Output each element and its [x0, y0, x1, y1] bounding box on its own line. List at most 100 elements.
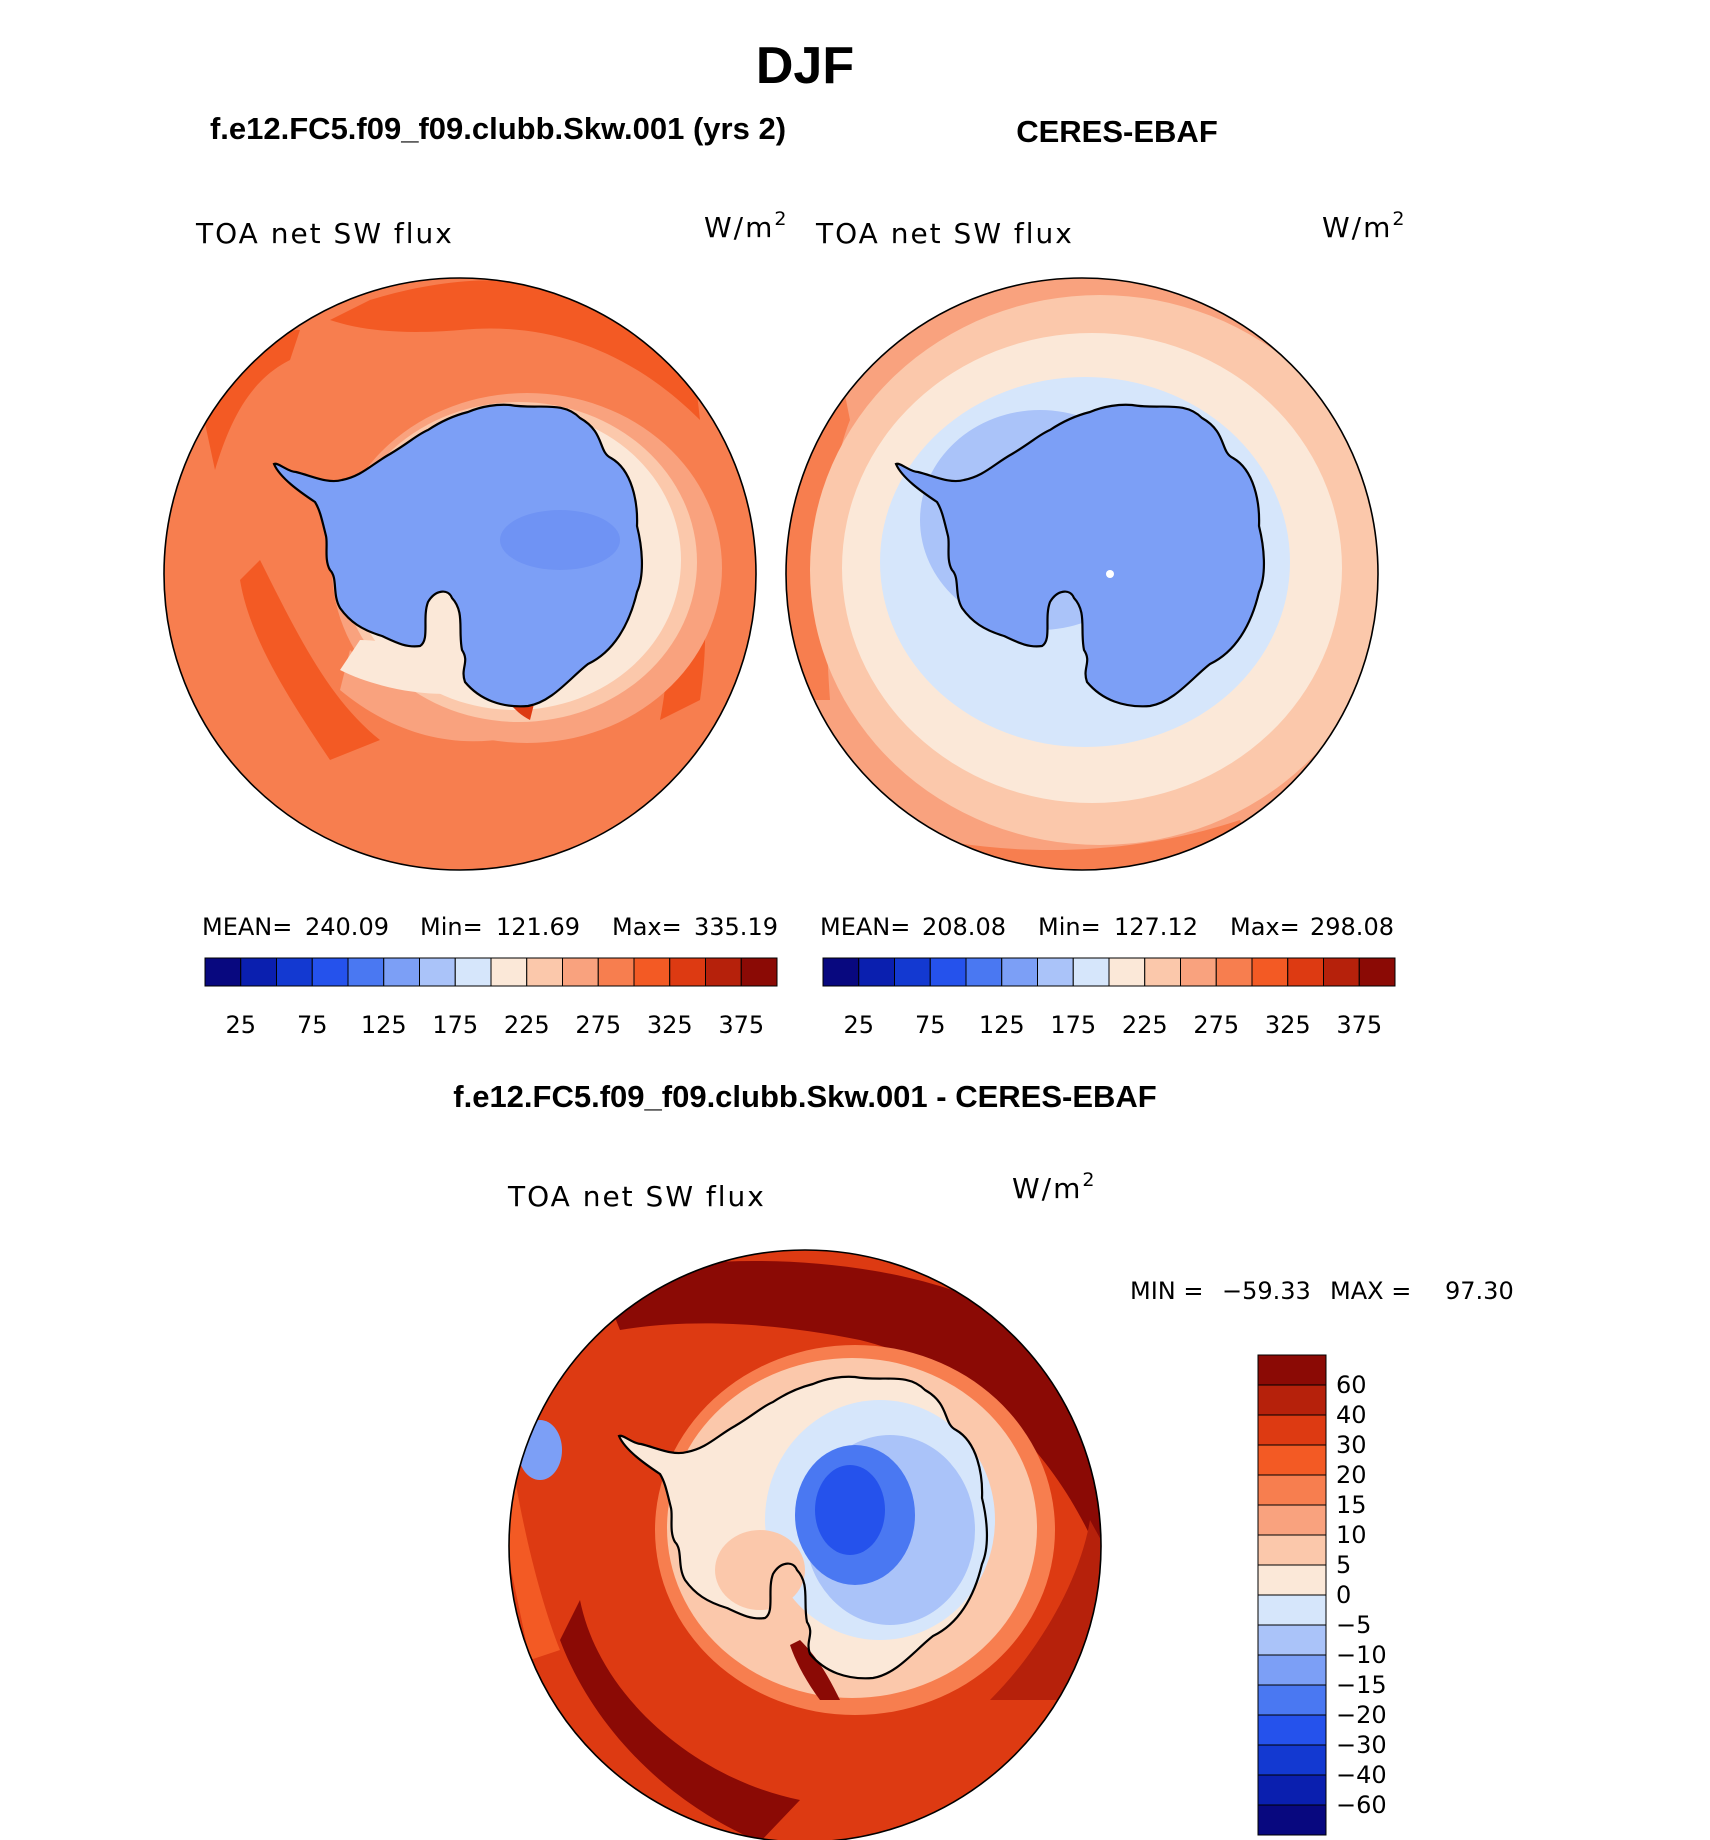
map-model: [164, 278, 756, 870]
field-band-max: [560, 1600, 800, 1840]
colorbar-tick-label: 125: [361, 1011, 407, 1039]
colorbar-swatch: [858, 957, 895, 987]
colorbar-swatch: [1257, 1414, 1327, 1446]
colorbar-swatch: [669, 957, 706, 987]
colorbar-tick-label: 25: [843, 1011, 874, 1039]
season-title: DJF: [756, 37, 854, 95]
colorbar-tick-label: 175: [432, 1011, 478, 1039]
colorbar-tick-label: 40: [1336, 1401, 1367, 1429]
colorbar-tick-label: −15: [1336, 1671, 1387, 1699]
colorbar-swatch: [1257, 1744, 1327, 1776]
colorbar-tick-label: 10: [1336, 1521, 1367, 1549]
field-band-max: [790, 1640, 840, 1700]
stats-line: MIN = −59.33 MAX = 97.30: [1130, 1277, 1514, 1305]
colorbar-swatch: [705, 957, 742, 987]
colorbar-swatch: [1323, 957, 1360, 987]
colorbar-tick-label: 15: [1336, 1491, 1367, 1519]
colorbar-swatch: [1287, 957, 1324, 987]
panel-model: [163, 277, 757, 871]
pole-point: [1106, 570, 1114, 578]
map-diff: [509, 1250, 1101, 1840]
colorbar-swatch: [597, 957, 635, 987]
map-boundary: [508, 1249, 1102, 1840]
field-band-max: [600, 1260, 1101, 1560]
map-boundary: [163, 277, 757, 871]
colorbar-swatch: [276, 957, 313, 987]
panel-diff-title: f.e12.FC5.f09_f09.clubb.Skw.001 - CERES-…: [453, 1079, 1156, 1114]
units-label: W/m2: [1322, 208, 1407, 244]
colorbar-swatch: [633, 957, 671, 987]
colorbar-swatch: [311, 957, 349, 987]
panel-obs: [785, 277, 1379, 871]
field-band-high: [509, 1440, 560, 1660]
colorbar-tick-label: 325: [647, 1011, 693, 1039]
colorbar-tick-label: 375: [718, 1011, 764, 1039]
colorbar-swatch: [240, 957, 277, 987]
colorbar-swatch: [1257, 1444, 1327, 1476]
field-band-light: [715, 1530, 805, 1610]
colorbar-tick-label: 20: [1336, 1461, 1367, 1489]
colorbar-tick-label: 275: [575, 1011, 621, 1039]
map-obs: [786, 278, 1378, 870]
colorbar-swatch: [1257, 1564, 1327, 1596]
variable-label: TOA net SW flux: [195, 217, 454, 250]
colorbar-swatch: [1257, 1534, 1327, 1566]
colorbar-tick-label: 30: [1336, 1431, 1367, 1459]
field-ice-low: [500, 510, 620, 570]
colorbar-tick-label: −30: [1336, 1731, 1387, 1759]
variable-label: TOA net SW flux: [815, 217, 1074, 250]
colorbar-swatch: [894, 957, 931, 987]
colorbar-tick-label: −60: [1336, 1791, 1387, 1819]
colorbar-swatch: [1358, 957, 1396, 987]
panel-diff: [508, 1249, 1102, 1840]
colorbar-swatch: [1215, 957, 1253, 987]
colorbar-swatch: [740, 957, 778, 987]
colorbar-swatch: [562, 957, 599, 987]
colorbar-tick-label: 75: [915, 1011, 946, 1039]
panel-obs-title: CERES-EBAF: [1016, 114, 1218, 149]
colorbar-swatch: [1257, 1774, 1327, 1806]
field-band-high: [200, 330, 300, 470]
colorbar-tick-label: 275: [1193, 1011, 1239, 1039]
colorbar-tick-label: −5: [1336, 1611, 1371, 1639]
colorbar-swatch: [1257, 1504, 1327, 1536]
colorbar-swatch: [1180, 957, 1217, 987]
colorbar-tick-label: 375: [1336, 1011, 1382, 1039]
colorbar-swatch: [1144, 957, 1181, 987]
colorbar-swatch: [204, 957, 242, 987]
colorbar-swatch: [1257, 1684, 1327, 1716]
colorbar-swatch: [526, 957, 563, 987]
colorbar-tick-label: −20: [1336, 1701, 1387, 1729]
field-band-lightest: [340, 640, 480, 694]
colorbar-tick-label: 225: [504, 1011, 550, 1039]
colorbar-swatch: [1257, 1804, 1327, 1836]
colorbar-obs: 25 75 125 175 225 275 325 375: [822, 957, 1396, 1039]
colorbar-tick-label: −10: [1336, 1641, 1387, 1669]
colorbar-tick-label: 125: [979, 1011, 1025, 1039]
colorbar-swatch: [822, 957, 860, 987]
colorbar-swatch: [1001, 957, 1038, 987]
colorbar-tick-label: 0: [1336, 1581, 1351, 1609]
colorbar-tick-label: −40: [1336, 1761, 1387, 1789]
colorbar-swatch: [1257, 1354, 1327, 1386]
variable-label: TOA net SW flux: [507, 1180, 766, 1213]
colorbar-swatch: [1251, 957, 1289, 987]
colorbar-swatch: [347, 957, 385, 987]
colorbar-swatch: [1257, 1714, 1327, 1746]
colorbar-swatch: [454, 957, 492, 987]
colorbar-swatch: [1072, 957, 1110, 987]
colorbar-swatch: [1257, 1594, 1327, 1626]
colorbar-swatch: [1257, 1654, 1327, 1686]
colorbar-model: 25 75 125 175 225 275 325 375: [204, 957, 778, 1039]
colorbar-swatch: [965, 957, 1003, 987]
colorbar-tick-label: 25: [225, 1011, 256, 1039]
field-band-high: [240, 560, 380, 760]
colorbar-swatch: [1037, 957, 1074, 987]
colorbar-swatch: [490, 957, 528, 987]
stats-line: MEAN= 208.08 Min= 127.12 Max= 298.08: [820, 913, 1394, 941]
stats-line: MEAN= 240.09 Min= 121.69 Max= 335.19: [202, 913, 778, 941]
map-boundary: [785, 277, 1379, 871]
colorbar-tick-label: 60: [1336, 1371, 1367, 1399]
